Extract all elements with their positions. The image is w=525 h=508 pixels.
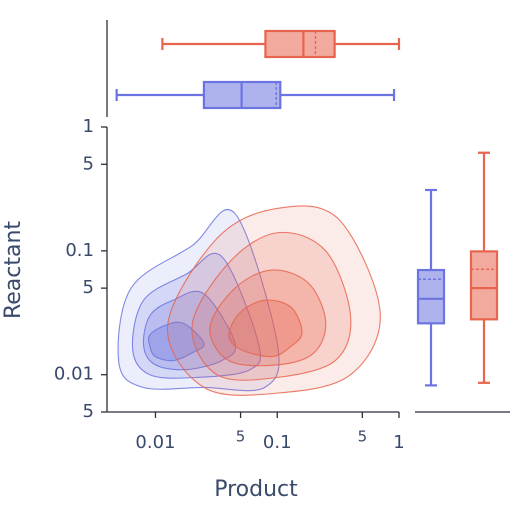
y-tick-label: 5 [83,277,94,298]
x-tick-label: 5 [236,428,246,446]
y-tick-label: 5 [83,401,94,422]
box [264,29,336,59]
box [469,250,499,321]
x-tick-label: 0.01 [135,432,175,453]
x-tick-label: 0.1 [263,432,292,453]
box [416,268,446,325]
y-tick-label: 1 [83,116,94,137]
kde-contour [131,252,262,379]
kde-contour [142,290,237,371]
y-tick-label: 5 [83,153,94,174]
kde-contour [117,209,280,392]
x-tick-label: 5 [358,428,368,446]
y-tick-label: 0.01 [54,364,94,385]
y-axis-label: Reactant [1,221,26,319]
kde-contour [147,321,205,362]
x-tick-label: 1 [393,432,404,453]
y-tick-label: 0.1 [65,240,94,261]
kde-contour [228,299,303,358]
x-axis-label: Product [214,477,298,502]
